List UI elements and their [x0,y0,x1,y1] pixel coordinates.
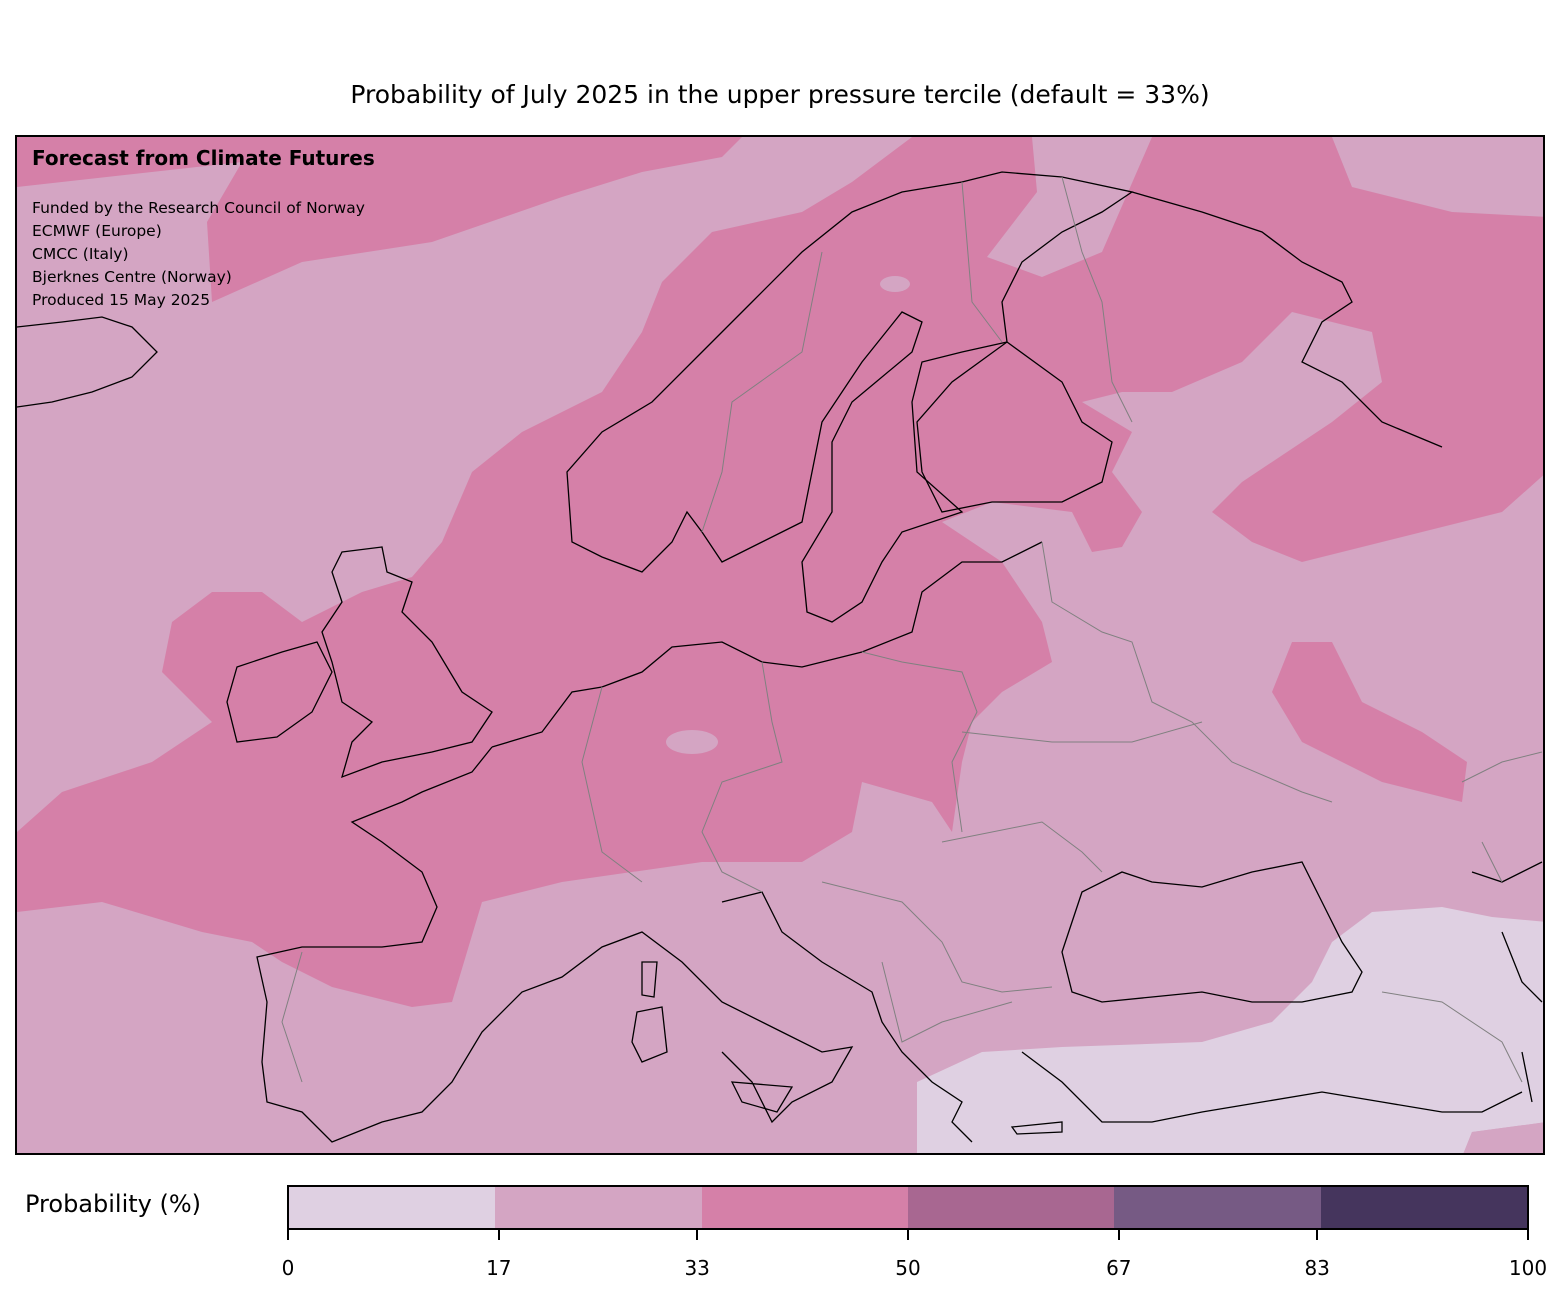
coast-scandinavia [566,171,1134,623]
bin-33-50-region-main [17,137,1543,1007]
coast-france-iberia [256,746,854,1143]
coast-iceland [17,316,158,408]
colorbar-tick-label: 17 [486,1256,512,1280]
colorbar-bin-50-67 [907,1187,1115,1228]
colorbar-tick [1117,1229,1120,1240]
colorbar-tick [907,1229,909,1240]
colorbar-bin-17-33 [495,1187,702,1228]
produced-date: Produced 15 May 2025 [32,291,211,309]
coast-russia-north [1131,191,1443,448]
coast-black-sea [1061,861,1363,1003]
bin-33-50-region-northwest [17,137,742,302]
coast-ireland [226,641,333,743]
bin-17-33-corner-southeast [1463,1122,1543,1153]
credit-line: CMCC (Italy) [32,245,129,263]
credit-line: ECMWF (Europe) [32,222,162,240]
forecast-heading: Forecast from Climate Futures [32,146,375,170]
bin-17-33-spot-finland [880,276,910,292]
colorbar-tick [696,1229,699,1240]
border-lines [281,176,1543,1083]
coast-sicily [730,1081,794,1113]
colorbar-label: Probability (%) [25,1190,202,1218]
colorbar-tick [497,1229,500,1240]
colorbar-tick [1527,1229,1529,1240]
colorbar-tick-label: 83 [1304,1256,1330,1280]
credit-line: Funded by the Research Council of Norway [32,199,365,217]
colorbar-tick-label: 100 [1508,1256,1548,1280]
colorbar-bin-33-50 [701,1187,908,1228]
colorbar [287,1185,1529,1230]
credits-block: Funded by the Research Council of Norway… [32,197,365,312]
coast-finland-russia [916,341,1113,513]
colorbar-bin-83-100 [1320,1187,1527,1228]
bin-33-50-region-russia [1272,642,1467,802]
colorbar-tick-label: 50 [895,1256,921,1280]
coast-sardinia-corsica [631,961,668,1063]
credit-line: Bjerknes Centre (Norway) [32,268,232,286]
colorbar-tick-label: 0 [281,1256,295,1280]
coast-italy-east [721,891,973,1143]
coast-turkey-south [1021,1051,1523,1123]
coast-britain [321,546,493,779]
colorbar-bin-67-83 [1114,1187,1321,1228]
colorbar-tick [1316,1229,1319,1240]
probability-map: Forecast from Climate Futures Funded by … [15,135,1545,1155]
colorbar-tick-label: 67 [1106,1256,1132,1280]
country-borders [281,176,1543,1083]
bin-17-33-spot-germany [666,730,718,754]
colorbar-tick [287,1229,289,1240]
bin-0-17-region-southeast [917,907,1543,1153]
colorbar-bin-0-17 [289,1187,496,1228]
colorbar-tick-label: 33 [684,1256,710,1280]
map-title: Probability of July 2025 in the upper pr… [350,80,1210,109]
map-canvas [17,137,1543,1153]
coast-crete [1010,1121,1063,1135]
